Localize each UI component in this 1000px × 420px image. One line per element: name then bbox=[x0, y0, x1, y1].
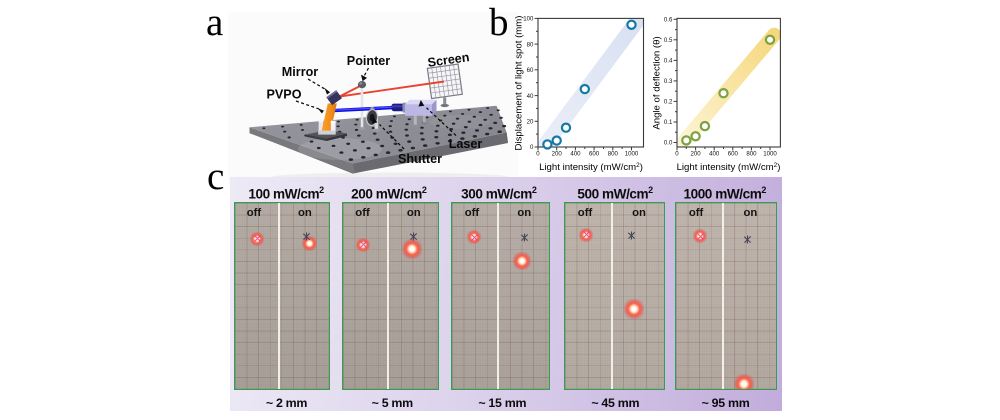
svg-text:Screen: Screen bbox=[427, 50, 471, 70]
svg-text:80: 80 bbox=[527, 41, 534, 48]
svg-text:800: 800 bbox=[608, 150, 619, 157]
svg-text:1000: 1000 bbox=[763, 150, 777, 157]
svg-text:0.0: 0.0 bbox=[664, 140, 673, 147]
svg-text:0.1: 0.1 bbox=[664, 119, 673, 126]
svg-text:PVPO: PVPO bbox=[267, 88, 302, 102]
svg-text:0.4: 0.4 bbox=[664, 58, 673, 65]
svg-text:600: 600 bbox=[728, 150, 739, 157]
svg-text:20: 20 bbox=[527, 119, 534, 126]
svg-text:0.5: 0.5 bbox=[664, 37, 673, 44]
svg-text:400: 400 bbox=[709, 150, 720, 157]
svg-text:0.3: 0.3 bbox=[664, 78, 673, 85]
svg-text:Laser: Laser bbox=[449, 137, 483, 151]
svg-text:200: 200 bbox=[552, 150, 563, 157]
svg-text:1000: 1000 bbox=[625, 150, 639, 157]
svg-text:Shutter: Shutter bbox=[398, 152, 442, 166]
svg-text:Angle of deflection (θ): Angle of deflection (θ) bbox=[652, 36, 663, 129]
svg-text:0: 0 bbox=[530, 144, 534, 151]
svg-text:Light intensity (mW/cm2): Light intensity (mW/cm2) bbox=[677, 162, 781, 173]
svg-text:200: 200 bbox=[691, 150, 702, 157]
svg-text:0.6: 0.6 bbox=[664, 17, 673, 24]
svg-text:Light intensity (mW/cm2): Light intensity (mW/cm2) bbox=[539, 162, 643, 173]
svg-text:Pointer: Pointer bbox=[347, 54, 390, 68]
svg-text:0: 0 bbox=[675, 150, 679, 157]
svg-text:0: 0 bbox=[536, 150, 540, 157]
svg-text:Displacement of light spot (mm: Displacement of light spot (mm) bbox=[514, 16, 525, 151]
svg-text:800: 800 bbox=[746, 150, 757, 157]
svg-text:40: 40 bbox=[527, 93, 534, 100]
svg-text:400: 400 bbox=[570, 150, 581, 157]
svg-text:Mirror: Mirror bbox=[282, 65, 318, 79]
svg-text:100: 100 bbox=[523, 16, 534, 23]
svg-text:60: 60 bbox=[527, 67, 534, 74]
svg-text:0.2: 0.2 bbox=[664, 99, 673, 106]
svg-text:600: 600 bbox=[589, 150, 600, 157]
